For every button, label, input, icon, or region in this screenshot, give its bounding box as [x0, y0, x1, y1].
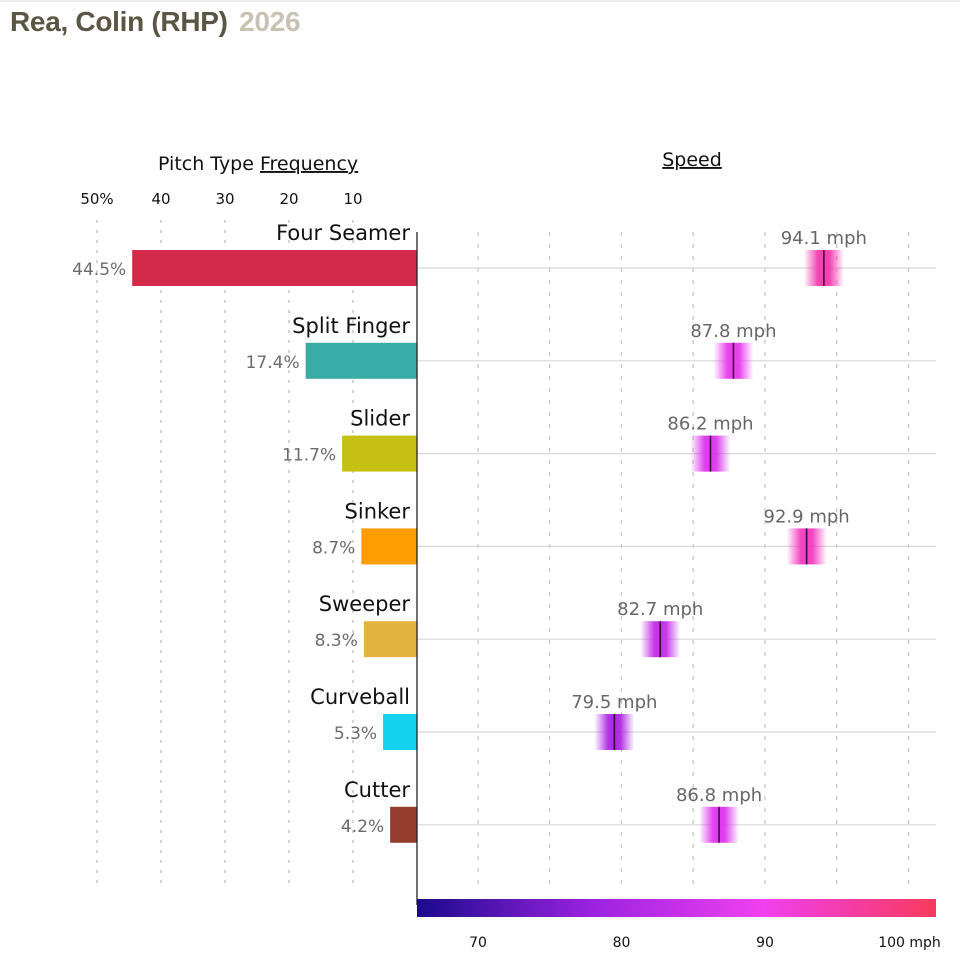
frequency-tick-label: 20	[279, 190, 298, 208]
frequency-value-label: 44.5%	[72, 260, 126, 280]
season-year: 2026	[239, 6, 301, 37]
pitch-type-label: Slider	[350, 407, 410, 431]
frequency-tick-label: 50%	[80, 190, 113, 208]
frequency-tick-label: 30	[215, 190, 234, 208]
pitch-type-label: Sweeper	[319, 592, 411, 616]
speed-value-label: 82.7 mph	[617, 599, 703, 620]
pitch-type-label: Four Seamer	[276, 221, 410, 245]
speed-value-label: 87.8 mph	[690, 321, 776, 342]
frequency-bar	[363, 621, 417, 658]
frequency-title-underlined: Frequency	[260, 153, 358, 175]
frequency-bar	[383, 714, 417, 750]
speed-value-label: 86.8 mph	[676, 785, 762, 806]
speed-value-label: 79.5 mph	[571, 692, 657, 713]
speed-value-label: 94.1 mph	[781, 228, 867, 249]
speed-value-label: 86.2 mph	[667, 414, 753, 435]
pitch-type-label: Curveball	[310, 685, 410, 709]
frequency-value-label: 5.3%	[334, 724, 377, 744]
speed-tick-label: 100 mph	[878, 935, 941, 951]
speed-panel-title: Speed	[662, 149, 722, 171]
speed-tick-label: 70	[469, 935, 487, 951]
frequency-tick-label: 10	[343, 190, 362, 208]
page-title: Rea, Colin (RHP) 2026	[10, 6, 301, 38]
frequency-bar	[361, 528, 417, 565]
page-header: Rea, Colin (RHP) 2026	[0, 0, 960, 52]
frequency-tick-label: 40	[151, 190, 170, 208]
frequency-panel-title: Pitch Type Frequency	[158, 153, 358, 175]
frequency-value-label: 8.3%	[315, 631, 358, 651]
frequency-bar	[390, 806, 417, 843]
player-name: Rea, Colin (RHP)	[10, 6, 228, 37]
frequency-value-label: 11.7%	[282, 446, 336, 466]
frequency-value-label: 17.4%	[246, 353, 300, 373]
speed-colorbar	[417, 899, 936, 917]
frequency-bar	[342, 435, 417, 472]
top-divider	[0, 0, 960, 2]
frequency-value-label: 8.7%	[312, 538, 355, 558]
frequency-bar	[132, 250, 417, 286]
frequency-bar	[305, 342, 417, 379]
frequency-title-prefix: Pitch Type	[158, 153, 260, 175]
pitch-type-label: Cutter	[344, 778, 410, 802]
pitch-type-label: Sinker	[345, 499, 411, 523]
speed-value-label: 92.9 mph	[764, 506, 850, 527]
pitch-type-label: Split Finger	[292, 314, 410, 338]
speed-tick-label: 80	[613, 935, 631, 951]
speed-tick-label: 90	[756, 935, 774, 951]
frequency-value-label: 4.2%	[341, 817, 384, 837]
